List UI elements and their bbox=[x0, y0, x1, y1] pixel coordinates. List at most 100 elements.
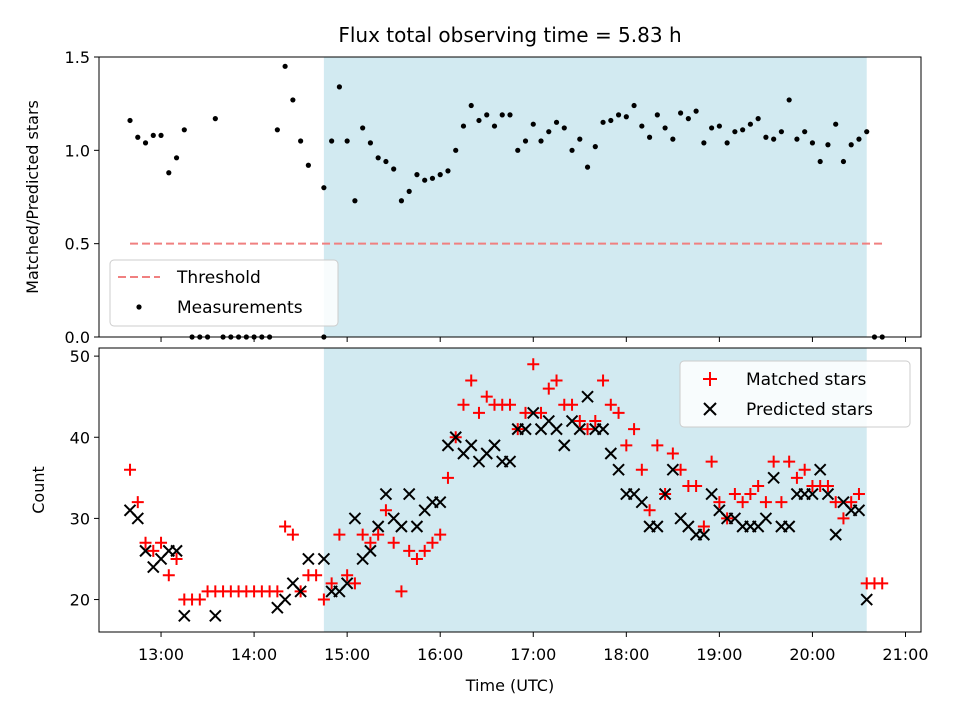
count-plot-frame bbox=[98, 347, 922, 633]
ratio-y-axis-label: Matched/Predicted stars bbox=[23, 100, 42, 294]
predicted-point bbox=[294, 585, 307, 598]
legend-matched-label: Matched stars bbox=[746, 370, 866, 390]
predicted-point bbox=[364, 544, 377, 558]
count-y-tick-label: 20 bbox=[70, 591, 90, 610]
predicted-point bbox=[596, 422, 610, 436]
predicted-point bbox=[178, 609, 191, 622]
legend-threshold-label: Threshold bbox=[176, 268, 261, 288]
matched-point bbox=[876, 577, 889, 590]
matched-point bbox=[845, 496, 858, 509]
measurement-point bbox=[678, 110, 684, 116]
matched-point bbox=[410, 552, 423, 565]
matched-point bbox=[379, 504, 392, 517]
measurement-point bbox=[344, 138, 350, 144]
predicted-point bbox=[651, 520, 664, 533]
measurement-point bbox=[491, 123, 498, 129]
matched-point bbox=[426, 536, 439, 549]
matched-point bbox=[651, 439, 664, 452]
predicted-point bbox=[635, 495, 649, 509]
x-tick-label: 13:00 bbox=[138, 645, 184, 664]
measurement-point bbox=[352, 198, 358, 204]
measurement-point bbox=[771, 136, 777, 142]
measurement-point bbox=[298, 138, 304, 144]
matched-point bbox=[317, 593, 330, 606]
measurement-point bbox=[181, 127, 187, 133]
measurement-point bbox=[507, 112, 513, 118]
matched-point bbox=[604, 398, 617, 411]
x-tick-label: 15:00 bbox=[324, 645, 370, 664]
ratio-plot-frame bbox=[98, 56, 922, 338]
matched-point bbox=[271, 585, 284, 598]
matched-point bbox=[643, 504, 656, 517]
predicted-point bbox=[860, 593, 873, 606]
predicted-point bbox=[410, 520, 424, 533]
measurement-point bbox=[732, 129, 738, 135]
x-tick-label: 17:00 bbox=[510, 645, 556, 664]
predicted-point bbox=[782, 520, 796, 533]
observing-interval-shade-top bbox=[323, 57, 867, 337]
matched-point bbox=[752, 479, 765, 492]
matched-point bbox=[612, 406, 625, 419]
measurement-point bbox=[662, 125, 668, 131]
matched-point bbox=[139, 536, 152, 549]
matched-point bbox=[628, 423, 641, 436]
matched-point bbox=[325, 577, 338, 590]
predicted-point bbox=[379, 487, 393, 501]
measurement-point bbox=[755, 116, 761, 122]
measurement-point bbox=[414, 172, 420, 178]
predicted-point bbox=[371, 520, 385, 533]
measurement-point bbox=[639, 123, 645, 129]
measurement-point bbox=[367, 140, 374, 146]
measurement-point bbox=[631, 102, 637, 109]
predicted-point bbox=[131, 512, 144, 525]
measurement-point bbox=[522, 138, 529, 144]
matched-point bbox=[372, 528, 385, 541]
matched-point bbox=[775, 496, 788, 509]
measurement-point bbox=[569, 147, 575, 153]
matched-point bbox=[589, 415, 602, 428]
matched-point bbox=[798, 463, 811, 476]
measurement-point bbox=[592, 144, 598, 150]
matched-point bbox=[535, 406, 548, 419]
x-tick-label: 21:00 bbox=[882, 645, 928, 664]
measurement-point bbox=[716, 123, 722, 129]
ratio-legend: Threshold Measurements bbox=[109, 259, 339, 327]
measurement-point bbox=[391, 166, 397, 172]
predicted-point bbox=[488, 439, 501, 452]
measurement-point bbox=[778, 129, 785, 135]
matched-point bbox=[457, 398, 470, 411]
matched-point bbox=[403, 544, 416, 557]
legend-measurement-label: Measurements bbox=[177, 298, 303, 318]
measurement-point bbox=[546, 129, 552, 135]
x-tick-label: 14:00 bbox=[231, 645, 277, 664]
legend-measurement-swatch bbox=[136, 304, 142, 310]
measurement-point bbox=[499, 112, 505, 118]
predicted-point bbox=[604, 447, 618, 460]
matched-point bbox=[418, 544, 431, 557]
predicted-point bbox=[139, 544, 152, 558]
measurement-point bbox=[864, 129, 870, 135]
matched-point bbox=[705, 455, 718, 468]
measurement-point bbox=[600, 119, 606, 125]
matched-point bbox=[465, 374, 478, 387]
matched-point bbox=[147, 544, 160, 557]
ratio-y-tick-label: 0.0 bbox=[65, 328, 90, 347]
matched-point bbox=[573, 415, 586, 428]
matched-point bbox=[279, 520, 292, 533]
matched-point bbox=[837, 512, 850, 525]
measurement-point bbox=[833, 121, 839, 127]
measurement-point bbox=[305, 162, 311, 168]
predicted-point bbox=[581, 390, 594, 403]
matched-point bbox=[162, 569, 175, 582]
predicted-point bbox=[821, 487, 835, 501]
predicted-point bbox=[666, 463, 680, 476]
predicted-point bbox=[558, 439, 571, 452]
matched-point bbox=[635, 463, 648, 476]
measurement-point bbox=[290, 97, 296, 103]
predicted-point bbox=[527, 406, 540, 420]
measurement-point bbox=[173, 155, 180, 161]
measurement-point bbox=[786, 97, 792, 103]
predicted-point bbox=[170, 544, 183, 558]
measurement-point bbox=[724, 140, 730, 146]
matched-point bbox=[364, 536, 377, 549]
